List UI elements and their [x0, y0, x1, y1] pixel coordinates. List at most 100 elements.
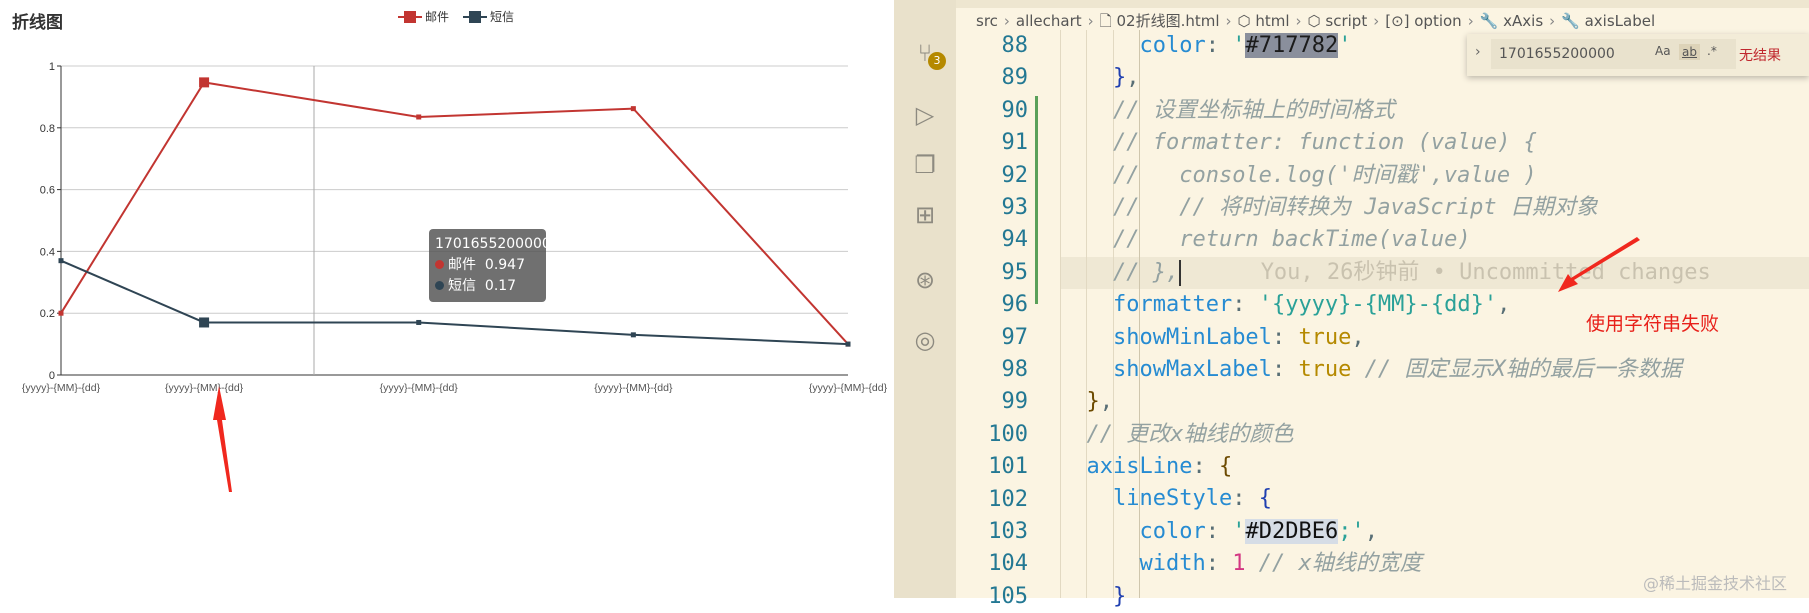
- code-line[interactable]: },: [1060, 62, 1711, 94]
- code-token: true: [1298, 324, 1352, 350]
- code-line[interactable]: lineStyle: {: [1060, 483, 1711, 515]
- code-token: [1060, 195, 1113, 220]
- chevron-right-icon: ›: [1549, 12, 1556, 30]
- y-tick-label: 0.4: [40, 246, 55, 258]
- activity-bar: ⑂ 3 ▷ ❐ ⊞ ⊛ ◎: [894, 0, 956, 598]
- remote-icon[interactable]: ◎: [914, 326, 936, 354]
- code-token: true: [1298, 356, 1352, 382]
- code-token: ,: [1497, 292, 1511, 318]
- indent-guide: [1113, 30, 1114, 598]
- line-number: 99: [1001, 389, 1029, 415]
- code-token: ,: [1364, 518, 1378, 544]
- line-number: 98: [1001, 357, 1029, 382]
- regex-button[interactable]: .*: [1707, 44, 1717, 58]
- code-token: width: [1139, 551, 1206, 577]
- code-token: // return backTime(value): [1112, 227, 1471, 253]
- indent-guide: [1060, 30, 1061, 598]
- chevron-right-icon: ›: [1467, 12, 1474, 30]
- code-line[interactable]: // 设置坐标轴上的时间格式: [1060, 95, 1711, 127]
- x-tick-label: {yyyy}-{MM}-{dd}: [809, 382, 888, 394]
- data-point: [845, 341, 851, 347]
- toggle-replace-icon[interactable]: ›: [1475, 44, 1481, 60]
- line-number: 95: [1001, 259, 1029, 285]
- code-token: [1060, 260, 1113, 285]
- explorer-icon[interactable]: ❐: [914, 151, 936, 179]
- code-token: ': [1232, 518, 1246, 544]
- code-line[interactable]: // 更改x轴线的颜色: [1060, 419, 1711, 451]
- chevron-right-icon: ›: [1225, 12, 1232, 30]
- code-token: :: [1232, 292, 1259, 318]
- watermark: @稀土掘金技术社区: [1643, 574, 1788, 593]
- breadcrumb-item[interactable]: 🔧 axisLabel: [1561, 12, 1656, 30]
- code-token: :: [1271, 324, 1299, 350]
- legend-label: 邮件: [425, 10, 450, 24]
- code-token: :: [1232, 486, 1259, 512]
- breadcrumb-item[interactable]: ⬡ script: [1307, 12, 1368, 30]
- breadcrumb-item[interactable]: [⊙] option: [1385, 12, 1462, 30]
- code-line[interactable]: showMinLabel: true,: [1060, 322, 1711, 354]
- code-token: [1060, 65, 1113, 90]
- match-case-button[interactable]: Aa: [1655, 44, 1671, 58]
- code-line[interactable]: // }, You, 26秒钟前 • Uncommitted changes: [1060, 257, 1711, 289]
- code-line[interactable]: },: [1060, 386, 1711, 418]
- data-point: [416, 114, 422, 120]
- code-token: [1060, 227, 1113, 252]
- breadcrumb-item[interactable]: ⬡ html: [1237, 12, 1290, 30]
- chart-legend: 邮件 短信: [398, 8, 514, 25]
- indent-guide: [1086, 30, 1087, 598]
- line-number: 91: [1001, 130, 1029, 156]
- breadcrumb-item[interactable]: 🗋 02折线图.html: [1099, 12, 1220, 30]
- code-token: [1060, 519, 1139, 544]
- code-token: [1060, 292, 1113, 317]
- legend-item-mail[interactable]: 邮件: [398, 8, 449, 25]
- code-token: }: [1112, 65, 1127, 91]
- breadcrumb-item[interactable]: 🔧 xAxis: [1479, 12, 1544, 30]
- tooltip-series-name: 短信: [448, 278, 476, 294]
- code-line[interactable]: width: 1 // x轴线的宽度: [1060, 548, 1711, 580]
- code-token: // // 将时间转换为 JavaScript 日期对象: [1112, 194, 1598, 220]
- code-token: color: [1139, 518, 1206, 544]
- code-line[interactable]: color: '#717782': [1060, 30, 1711, 62]
- code-content[interactable]: color: '#717782' }, // 设置坐标轴上的时间格式 // fo…: [1060, 30, 1711, 613]
- line-number: 97: [1001, 324, 1029, 350]
- code-token: color: [1139, 33, 1206, 58]
- code-token: }: [1086, 389, 1100, 415]
- code-line[interactable]: formatter: '{yyyy}-{MM}-{dd}',: [1060, 289, 1711, 321]
- code-token: 1: [1232, 551, 1246, 577]
- code-token: }: [1112, 583, 1127, 609]
- line-number: 94: [1001, 227, 1029, 253]
- extensions-icon[interactable]: ⊞: [914, 201, 936, 229]
- line-number: 103: [988, 519, 1028, 544]
- breadcrumb: src › allechart › 🗋 02折线图.html › ⬡ html › ⬡ scri…: [976, 10, 1661, 36]
- code-token: {: [1218, 454, 1233, 480]
- tab-strip: [956, 0, 1809, 8]
- text-cursor: [1179, 259, 1182, 286]
- git-change-indicator: [1035, 96, 1038, 304]
- line-number: 88: [1001, 33, 1029, 58]
- data-point: [416, 319, 422, 325]
- breadcrumb-item[interactable]: src: [976, 12, 998, 30]
- code-line[interactable]: // return backTime(value): [1060, 224, 1711, 256]
- code-token: [1060, 584, 1113, 609]
- code-token: You, 26秒钟前 • Uncommitted changes: [1181, 259, 1711, 285]
- series-dot-icon: [435, 260, 444, 269]
- code-line[interactable]: }: [1060, 581, 1711, 613]
- git-graph-icon[interactable]: ⊛: [914, 266, 936, 294]
- code-line[interactable]: axisLine: {: [1060, 451, 1711, 483]
- line-number: 100: [988, 421, 1028, 447]
- code-line[interactable]: // console.log('时间戳',value ): [1060, 160, 1711, 192]
- match-whole-word-button[interactable]: ab: [1679, 44, 1700, 60]
- data-point: [199, 317, 210, 328]
- legend-item-sms[interactable]: 短信: [463, 8, 514, 25]
- code-token: // 固定显示X轴的最后一条数据: [1351, 356, 1682, 382]
- code-token: :: [1205, 518, 1233, 544]
- code-line[interactable]: color: '#D2DBE6;',: [1060, 516, 1711, 548]
- code-line[interactable]: // formatter: function (value) {: [1060, 127, 1711, 159]
- line-chart-panel: 折线图 邮件 短信 0 0.2 0.4 0.6 0.8 1 {yyyy}-{MM}-{dd}…: [0, 0, 894, 598]
- code-line[interactable]: // // 将时间转换为 JavaScript 日期对象: [1060, 192, 1711, 224]
- run-debug-icon[interactable]: ▷: [915, 101, 935, 129]
- code-token: // 设置坐标轴上的时间格式: [1112, 97, 1395, 123]
- breadcrumb-item[interactable]: allechart: [1015, 12, 1082, 30]
- code-line[interactable]: showMaxLabel: true // 固定显示X轴的最后一条数据: [1060, 354, 1711, 386]
- y-tick-label: 0.2: [40, 308, 55, 320]
